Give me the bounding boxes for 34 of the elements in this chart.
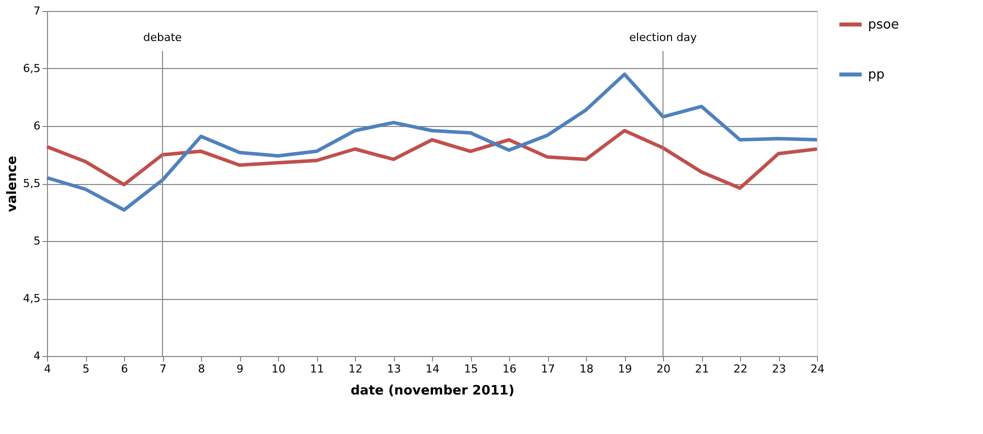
ref-line-label: debate bbox=[143, 31, 182, 44]
x-tick-label: 23 bbox=[772, 362, 786, 376]
legend-label: psoe bbox=[868, 18, 899, 32]
legend-label: pp bbox=[868, 68, 885, 82]
y-axis-title: valence bbox=[5, 156, 20, 212]
x-tick-label: 4 bbox=[44, 362, 51, 376]
x-tick-label: 19 bbox=[618, 362, 632, 376]
y-tick-label: 5 bbox=[34, 234, 40, 248]
x-tick-label: 12 bbox=[348, 362, 362, 376]
x-tick-label: 18 bbox=[580, 362, 594, 376]
x-tick-label: 5 bbox=[82, 362, 90, 376]
x-tick-label: 8 bbox=[198, 362, 205, 376]
x-tick-label: 21 bbox=[695, 362, 709, 376]
y-tick-label: 5,5 bbox=[23, 177, 40, 190]
y-tick-label: 6 bbox=[34, 120, 40, 132]
x-tick-label: 6 bbox=[121, 362, 128, 376]
y-tick-label: 6,5 bbox=[23, 62, 40, 75]
x-tick-label: 11 bbox=[310, 362, 324, 376]
x-tick-label: 20 bbox=[656, 362, 670, 376]
y-tick-label: 7 bbox=[34, 4, 40, 18]
ref-line-label: election day bbox=[629, 31, 698, 44]
x-tick-label: 14 bbox=[426, 362, 440, 376]
y-tick-label: 4 bbox=[34, 350, 40, 362]
x-tick-label: 24 bbox=[810, 362, 824, 376]
x-axis-title: date (november 2011) bbox=[350, 384, 514, 398]
x-tick-label: 15 bbox=[464, 362, 478, 376]
x-tick-label: 17 bbox=[541, 362, 555, 376]
x-tick-label: 9 bbox=[236, 362, 244, 376]
x-tick-label: 10 bbox=[272, 362, 286, 376]
y-tick-label: 4,5 bbox=[23, 292, 40, 305]
x-tick-label: 7 bbox=[160, 362, 166, 376]
x-tick-label: 16 bbox=[502, 362, 516, 376]
x-tick-label: 13 bbox=[387, 362, 401, 376]
x-tick-label: 22 bbox=[734, 362, 748, 376]
